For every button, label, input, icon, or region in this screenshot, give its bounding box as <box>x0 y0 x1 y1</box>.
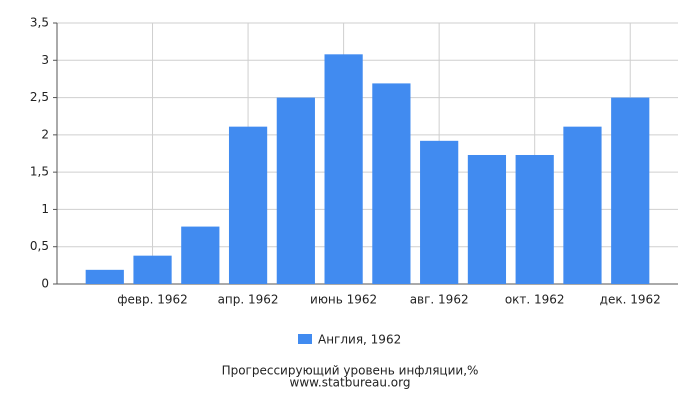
x-tick-label: окт. 1962 <box>505 293 565 307</box>
y-tick-label: 1 <box>41 202 49 216</box>
bar <box>85 269 124 284</box>
bar <box>611 97 650 284</box>
bar <box>515 154 554 284</box>
bar <box>563 126 602 284</box>
y-tick-label: 3 <box>41 53 49 67</box>
x-tick-label: апр. 1962 <box>218 293 279 307</box>
legend-swatch <box>298 334 312 344</box>
y-tick-label: 3,5 <box>30 16 49 30</box>
bar <box>276 97 315 284</box>
bar <box>324 54 363 284</box>
bar <box>133 255 172 284</box>
bar <box>372 83 411 284</box>
y-tick-label: 1,5 <box>30 165 49 179</box>
x-tick-label: июнь 1962 <box>310 293 377 307</box>
chart-title: Прогрессирующий уровень инфляции,% <box>222 364 479 378</box>
bar <box>181 226 220 284</box>
x-tick-label: дек. 1962 <box>600 293 661 307</box>
y-tick-label: 2,5 <box>30 90 49 104</box>
y-tick-label: 0,5 <box>30 239 49 253</box>
bar <box>228 126 268 284</box>
bar <box>467 154 507 284</box>
y-tick-label: 2 <box>41 127 49 141</box>
bar <box>420 140 459 284</box>
x-tick-label: февр. 1962 <box>117 293 188 307</box>
x-tick-label: авг. 1962 <box>410 293 469 307</box>
y-tick-label: 0 <box>41 277 49 291</box>
legend-label: Англия, 1962 <box>318 333 401 347</box>
chart-subtitle: www.statbureau.org <box>290 376 411 390</box>
